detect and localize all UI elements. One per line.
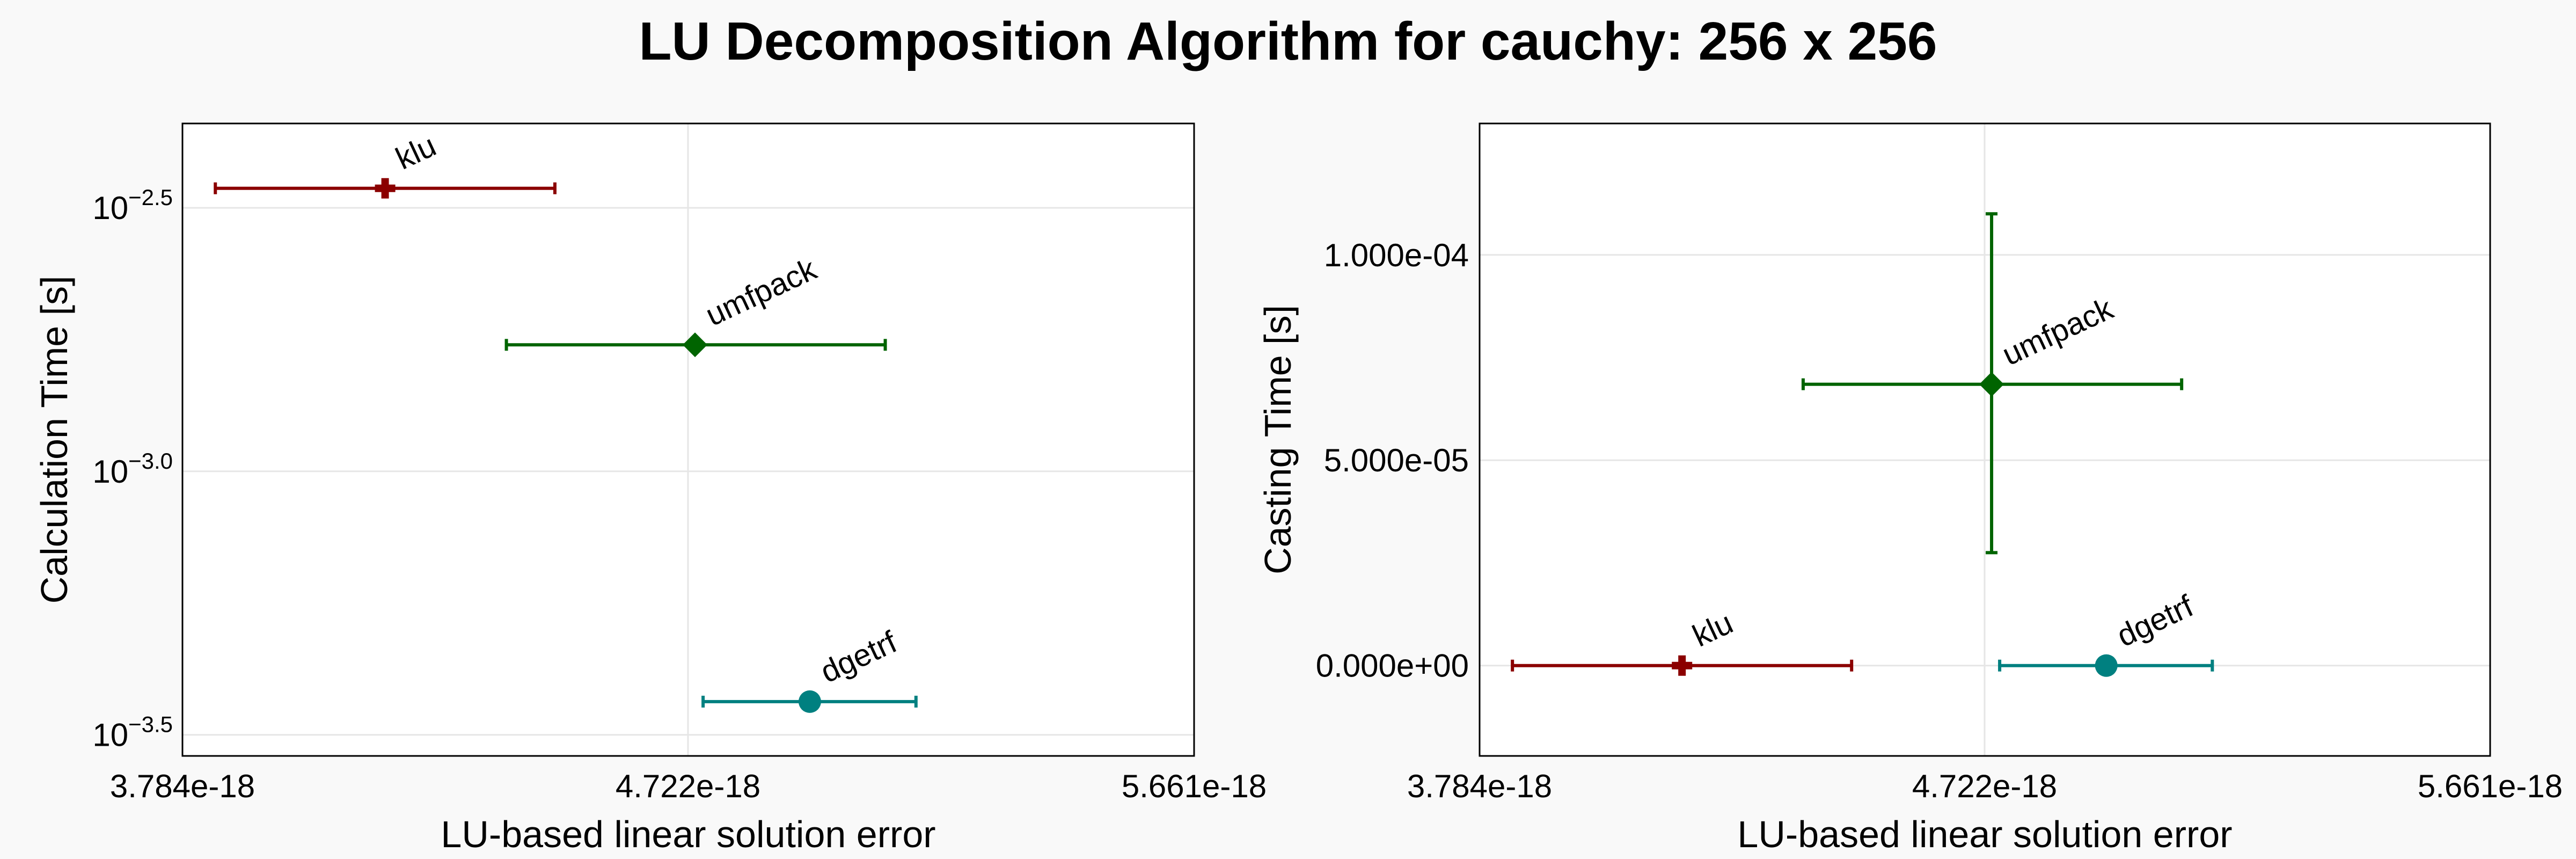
y-tick-label: 5.000e-05 <box>1324 442 1469 478</box>
diamond-marker <box>1979 372 2004 397</box>
figure-title: LU Decomposition Algorithm for cauchy: 2… <box>639 11 1937 71</box>
cross-marker <box>1672 655 1693 676</box>
x-tick-label: 3.784e-18 <box>110 768 255 804</box>
chart-panel-2: 3.784e-18 4.722e-18 5.661e-18 0.000e+00 5.00… <box>1257 122 2563 855</box>
circle-marker <box>2095 654 2118 677</box>
diamond-marker <box>683 332 708 358</box>
y-tick-label: 0.000e+00 <box>1316 648 1469 684</box>
x-tick-label: 3.784e-18 <box>1407 768 1552 804</box>
y-axis-label: Casting Time [s] <box>1257 305 1299 574</box>
x-axis-label: LU-based linear solution error <box>1737 813 2232 855</box>
x-axis-label: LU-based linear solution error <box>441 813 935 855</box>
x-tick-label: 4.722e-18 <box>616 768 760 804</box>
y-tick-label: 10−2.5 <box>92 185 173 226</box>
y-tick-label: 10−3.0 <box>92 448 173 490</box>
axes-frame <box>181 122 1195 757</box>
chart-panel-1: 3.784e-18 4.722e-18 5.661e-18 10−2.5 10−3.0 1… <box>33 122 1267 855</box>
circle-marker <box>798 690 821 713</box>
cross-marker <box>375 178 396 199</box>
x-tick-label: 4.722e-18 <box>1912 768 2057 804</box>
x-tick-label: 5.661e-18 <box>2418 768 2563 804</box>
y-tick-label: 1.000e-04 <box>1324 237 1469 273</box>
y-tick-label: 10−3.5 <box>92 712 173 753</box>
y-axis-label: Calculation Time [s] <box>33 276 75 604</box>
axes-frame <box>1479 122 2491 757</box>
x-tick-label: 5.661e-18 <box>1122 768 1267 804</box>
